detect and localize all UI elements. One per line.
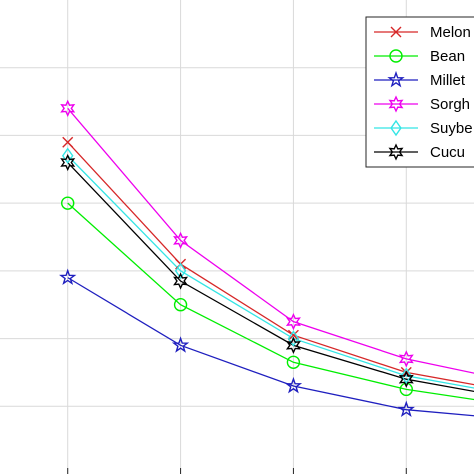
data-point-suybean <box>61 147 74 164</box>
legend-label-sorghum: Sorgh <box>430 96 470 113</box>
data-point-bean <box>173 298 188 312</box>
legend-box <box>365 16 474 168</box>
data-point-cucumber <box>398 370 414 388</box>
legend-label-bean: Bean <box>430 48 465 65</box>
series-line-cucumber <box>67 162 474 393</box>
data-point-cucumber <box>285 336 301 355</box>
legend-marker-sorghum <box>388 95 404 113</box>
data-point-suybean <box>174 262 187 280</box>
series-line-bean <box>67 202 474 401</box>
data-point-bean <box>286 355 301 369</box>
data-point-melon <box>62 136 74 148</box>
series-line-sorghum <box>67 107 474 374</box>
series-line-millet <box>67 277 474 417</box>
data-point-millet <box>397 400 415 418</box>
data-point-sorghum <box>173 231 189 250</box>
data-point-sorghum <box>285 312 301 331</box>
legend-marker-melon <box>390 26 402 38</box>
data-point-cucumber <box>173 272 189 290</box>
data-point-cucumber <box>60 153 76 172</box>
data-point-sorghum <box>60 99 76 118</box>
legend-marker-cucumber <box>388 143 404 161</box>
data-point-millet <box>171 336 190 353</box>
data-point-suybean <box>400 367 413 385</box>
legend-label-millet: Millet <box>430 72 466 89</box>
data-point-millet <box>284 376 303 394</box>
legend-label-suybean: Suybe <box>430 120 473 137</box>
legend-marker-suybean <box>390 119 402 137</box>
legend-marker-millet <box>387 70 405 88</box>
legend-label-melon: Melon <box>430 24 471 41</box>
data-point-suybean <box>287 330 300 347</box>
legend: Melon Bean Millet Sorgh Suybe Cucu <box>365 16 474 168</box>
series-markers <box>59 99 415 418</box>
data-point-bean <box>61 196 75 210</box>
data-point-millet <box>59 268 77 286</box>
data-point-melon <box>287 329 299 341</box>
legend-label-cucumber: Cucu <box>430 144 465 161</box>
legend-marker-bean <box>389 49 403 63</box>
data-point-sorghum <box>398 350 414 368</box>
